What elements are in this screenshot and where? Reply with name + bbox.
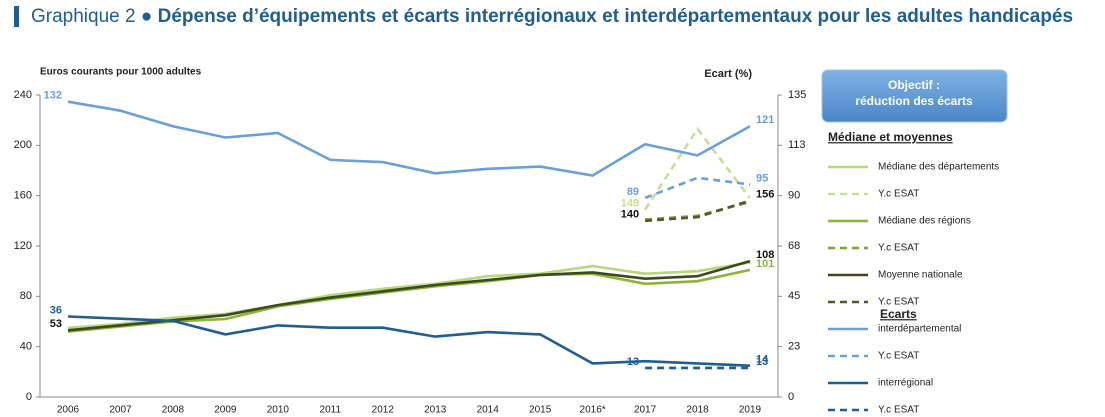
x-tick-label: 2014 xyxy=(477,405,500,416)
legend-label: Y.c ESAT xyxy=(878,405,919,416)
y2-tick-label: 135 xyxy=(788,89,806,101)
x-tick-label: 2007 xyxy=(109,405,132,416)
x-tick-label: 2013 xyxy=(424,405,447,416)
data-label: 132 xyxy=(44,90,62,102)
legend-label: interrégional xyxy=(878,378,933,389)
x-tick-label: 2015 xyxy=(529,405,552,416)
data-label: 108 xyxy=(756,249,774,261)
data-label: 140 xyxy=(621,209,639,221)
x-tick-label: 2018 xyxy=(686,405,709,416)
series-line xyxy=(67,100,751,177)
x-tick-label: 2016* xyxy=(580,405,606,416)
data-label: 156 xyxy=(756,189,774,201)
y-tick-label: 0 xyxy=(26,391,32,403)
series-line xyxy=(67,261,751,330)
legend-label: Médiane des régions xyxy=(878,216,971,227)
x-tick-label: 2009 xyxy=(214,405,237,416)
y-tick-label: 120 xyxy=(14,240,32,252)
y-tick-label: 80 xyxy=(20,290,32,302)
y-tick-label: 160 xyxy=(14,190,32,202)
data-label: 13 xyxy=(756,356,768,368)
data-label: 53 xyxy=(50,318,62,330)
data-label: 95 xyxy=(756,172,768,184)
chart-title: Dépense d’équipements et écarts interrég… xyxy=(157,6,1074,27)
y2-tick-label: 45 xyxy=(788,290,800,302)
data-label: 14 xyxy=(756,354,769,366)
series-line xyxy=(67,259,751,332)
chart-title-block: Graphique 2 ● Dépense d’équipements et é… xyxy=(14,6,1105,27)
data-label: 121 xyxy=(756,114,774,126)
series-line xyxy=(67,315,751,367)
data-label: 36 xyxy=(50,304,62,316)
x-tick-label: 2006 xyxy=(57,405,80,416)
legend-label: Y.c ESAT xyxy=(878,243,919,254)
y2-tick-label: 113 xyxy=(788,139,806,151)
y2-axis-label: Ecart (%) xyxy=(704,68,752,80)
y2-tick-label: 90 xyxy=(788,190,800,202)
series-line xyxy=(645,199,751,223)
y-tick-label: 200 xyxy=(14,139,32,151)
y2-tick-label: 68 xyxy=(788,240,800,252)
series-line xyxy=(644,176,751,200)
y-axis-label: Euros courants pour 1000 adultes xyxy=(40,67,202,78)
annotation: réduction des écarts xyxy=(855,94,973,108)
x-tick-label: 2010 xyxy=(267,405,290,416)
x-tick-label: 2019 xyxy=(739,405,762,416)
x-tick-label: 2012 xyxy=(372,405,395,416)
y2-tick-label: 23 xyxy=(788,341,800,353)
legend-label: Médiane des départements xyxy=(878,162,999,173)
objective-box xyxy=(821,69,1008,123)
y-tick-label: 40 xyxy=(20,341,32,353)
data-label: 13 xyxy=(627,356,639,368)
data-label: 101 xyxy=(756,258,774,270)
legend-label: Moyenne nationale xyxy=(878,270,963,281)
legend-label: Y.c ESAT xyxy=(878,297,919,308)
legend-label: Y.c ESAT xyxy=(878,189,919,200)
x-tick-label: 2017 xyxy=(634,405,657,416)
data-label: 89 xyxy=(627,186,639,198)
series-line xyxy=(644,126,752,211)
legend-header: Médiane et moyennes xyxy=(828,130,953,144)
annotation: Objectif : xyxy=(888,78,940,92)
x-tick-label: 2008 xyxy=(162,405,185,416)
legend-label: Y.c ESAT xyxy=(878,351,919,362)
y-tick-label: 240 xyxy=(14,89,32,101)
bullet: ● xyxy=(140,6,153,27)
chart-label: Graphique 2 xyxy=(31,6,136,27)
legend-header: Ecarts xyxy=(880,307,917,321)
x-tick-label: 2011 xyxy=(320,405,342,416)
y2-tick-label: 0 xyxy=(788,391,794,403)
data-label: 149 xyxy=(621,197,639,209)
legend-label: interdépartemental xyxy=(878,324,961,335)
